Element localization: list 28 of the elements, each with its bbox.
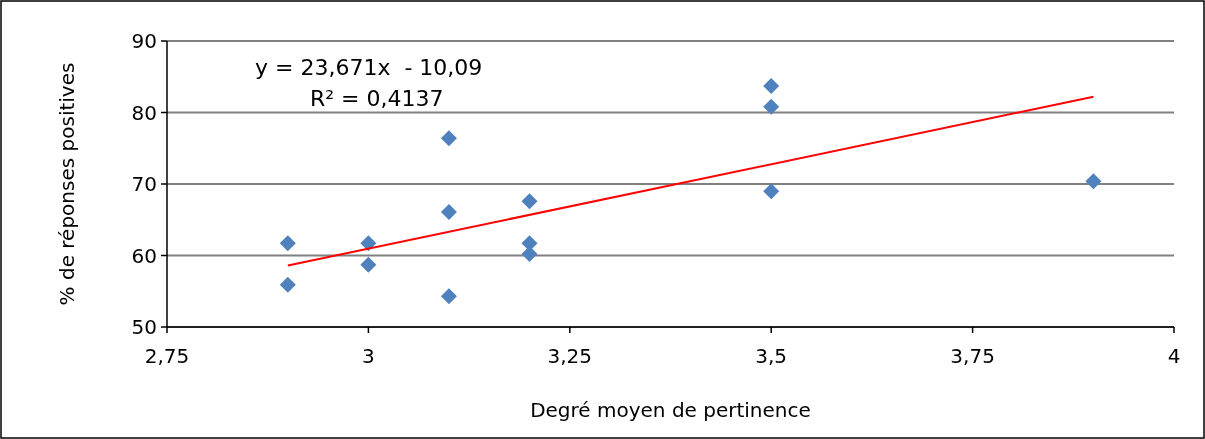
point (279, 276, 296, 293)
x-tick-label: 3,25 (547, 344, 593, 368)
annotation: y = 23,671x - 10,09 (255, 55, 483, 80)
x-tick-label: 3,5 (755, 344, 788, 368)
y-axis-title: % de réponses positives (55, 62, 79, 306)
x-tick-label: 4 (1167, 344, 1181, 368)
point (360, 235, 377, 252)
y-tick-label: 50 (131, 315, 157, 339)
x-axis-title: Degré moyen de pertinence (530, 398, 811, 422)
point (763, 98, 780, 115)
point (279, 235, 296, 252)
point (521, 246, 538, 263)
point (1085, 173, 1102, 190)
x-tick-label: 3,75 (950, 344, 995, 368)
point (763, 78, 780, 95)
point (360, 256, 377, 273)
y-tick-label: 80 (131, 100, 157, 125)
x-tick-label: 2,75 (144, 344, 190, 368)
point (440, 288, 457, 305)
annotation: R² = 0,4137 (310, 86, 444, 111)
point (521, 193, 538, 210)
point (763, 183, 780, 200)
y-tick-label: 60 (131, 243, 157, 268)
point (440, 203, 457, 220)
y-tick-label: 70 (131, 172, 157, 196)
x-tick-label: 3 (362, 344, 375, 368)
y-tick-label: 90 (131, 29, 157, 53)
point (440, 130, 457, 147)
